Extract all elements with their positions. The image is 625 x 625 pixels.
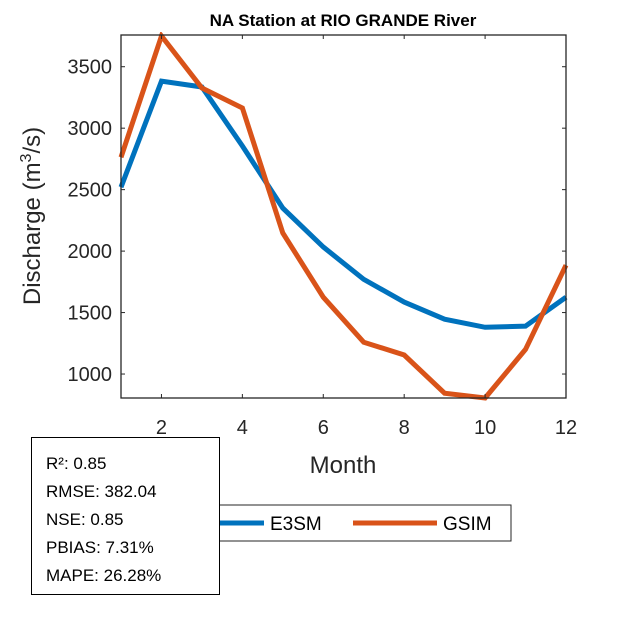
y-axis-title-main: Discharge (m <box>19 162 46 305</box>
x-axis-ticks: 2 4 6 8 10 12 <box>156 35 577 439</box>
x-tick-label: 10 <box>474 417 496 439</box>
y-tick-label: 1500 <box>68 303 113 325</box>
data-point-e3sm-month-8 <box>402 300 407 305</box>
series-line-e3sm <box>118 78 568 330</box>
data-point-gsim-month-11 <box>523 347 528 352</box>
plot-background <box>121 35 566 398</box>
x-tick-label: 8 <box>399 417 410 439</box>
y-axis-ticks: 1000 1500 2000 2500 3000 3500 <box>68 57 566 386</box>
x-tick-label: 6 <box>318 417 329 439</box>
legend-label-gsim: GSIM <box>443 514 492 535</box>
data-point-e3sm-month-11 <box>523 324 528 329</box>
data-point-gsim-month-5 <box>280 231 285 236</box>
x-tick-label: 4 <box>237 417 248 439</box>
plot-area <box>118 32 569 401</box>
chart-title: NA Station at RIO GRANDE River <box>210 11 477 30</box>
data-point-gsim-month-4 <box>240 106 245 111</box>
y-tick-label: 3000 <box>68 118 113 140</box>
data-point-e3sm-month-2 <box>159 79 164 84</box>
stats-annotation-box: R²: 0.85 RMSE: 382.04 NSE: 0.85 PBIAS: 7… <box>31 437 220 595</box>
x-tick-label: 2 <box>156 417 167 439</box>
data-point-e3sm-month-5 <box>280 206 285 211</box>
y-tick-label: 2000 <box>68 241 113 263</box>
data-point-gsim-month-6 <box>321 295 326 300</box>
y-tick-label: 1000 <box>68 364 113 386</box>
y-tick-label: 3500 <box>68 57 113 79</box>
data-point-e3sm-month-6 <box>321 245 326 250</box>
y-axis-title: Discharge (m3/s) <box>18 127 46 305</box>
data-point-gsim-month-3 <box>199 86 204 91</box>
axes-frame <box>120 34 567 399</box>
series-line-gsim <box>118 32 569 401</box>
y-tick-label: 2500 <box>68 180 113 202</box>
data-point-e3sm-month-10 <box>483 325 488 330</box>
data-point-gsim-month-7 <box>361 340 366 345</box>
x-axis-title: Month <box>310 452 377 479</box>
data-point-e3sm-month-4 <box>240 144 245 149</box>
data-point-e3sm-month-7 <box>361 277 366 282</box>
data-point-e3sm-month-9 <box>442 317 447 322</box>
stat-mape: MAPE: 26.28% <box>46 566 162 585</box>
stat-pbias: PBIAS: 7.31% <box>46 538 154 557</box>
data-point-gsim-month-9 <box>442 391 447 396</box>
y-axis-title-units: /s) <box>19 127 46 154</box>
series-layer <box>118 32 569 401</box>
x-tick-label: 12 <box>555 417 577 439</box>
stat-rmse: RMSE: 382.04 <box>46 482 157 501</box>
data-point-gsim-month-8 <box>402 353 407 358</box>
stat-r-squared: R²: 0.85 <box>46 454 107 473</box>
y-axis-title-superscript: 3 <box>18 153 35 162</box>
stat-nse: NSE: 0.85 <box>46 510 124 529</box>
legend-label-e3sm: E3SM <box>270 514 322 535</box>
